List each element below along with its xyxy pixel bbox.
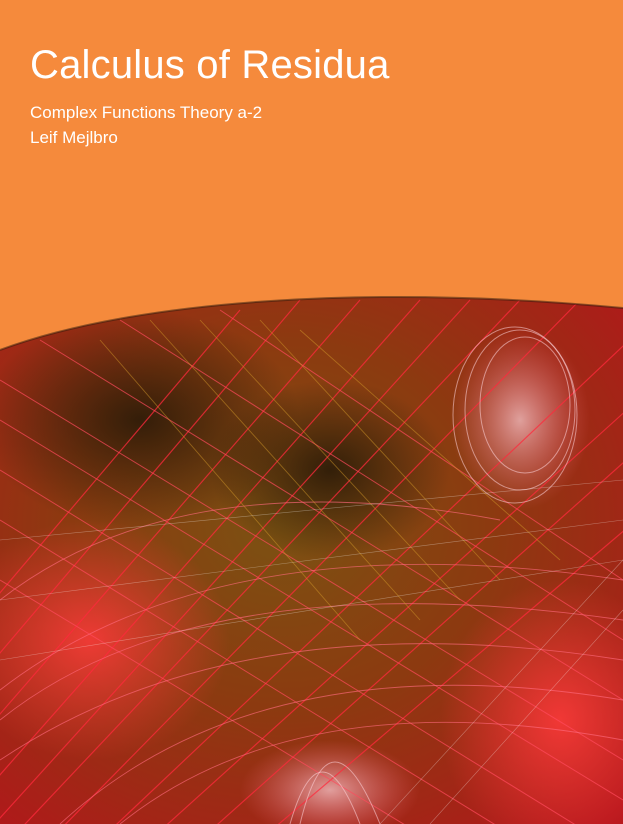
book-title: Calculus of Residua — [30, 43, 390, 87]
book-author: Leif Mejlbro — [30, 128, 118, 147]
book-subtitle: Complex Functions Theory a-2 — [30, 103, 263, 122]
title-block: Calculus of Residua Complex Functions Th… — [30, 40, 590, 150]
